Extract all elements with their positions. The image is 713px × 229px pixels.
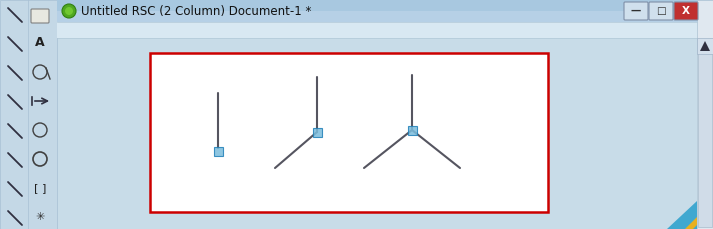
FancyBboxPatch shape <box>649 2 673 20</box>
Bar <box>57 0 713 22</box>
Text: ✳: ✳ <box>36 212 45 222</box>
Polygon shape <box>700 41 710 51</box>
Bar <box>408 125 416 134</box>
FancyBboxPatch shape <box>674 2 698 20</box>
Text: Untitled RSC (2 Column) Document-1 *: Untitled RSC (2 Column) Document-1 * <box>81 5 312 17</box>
Circle shape <box>65 7 73 15</box>
Bar <box>697 0 713 229</box>
Bar <box>57 22 697 38</box>
Bar <box>0 0 57 229</box>
Text: A: A <box>35 36 45 49</box>
Circle shape <box>62 4 76 18</box>
Polygon shape <box>685 217 697 229</box>
Text: [ ]: [ ] <box>34 183 46 193</box>
Bar <box>213 147 222 155</box>
Bar <box>697 38 713 54</box>
Polygon shape <box>667 201 697 229</box>
FancyBboxPatch shape <box>624 2 648 20</box>
Bar <box>312 128 322 136</box>
FancyBboxPatch shape <box>31 9 49 23</box>
Bar <box>150 53 548 212</box>
Text: X: X <box>682 6 690 16</box>
Bar <box>57 11 713 22</box>
Text: —: — <box>631 6 641 16</box>
Text: □: □ <box>656 6 666 16</box>
Bar <box>698 42 712 227</box>
